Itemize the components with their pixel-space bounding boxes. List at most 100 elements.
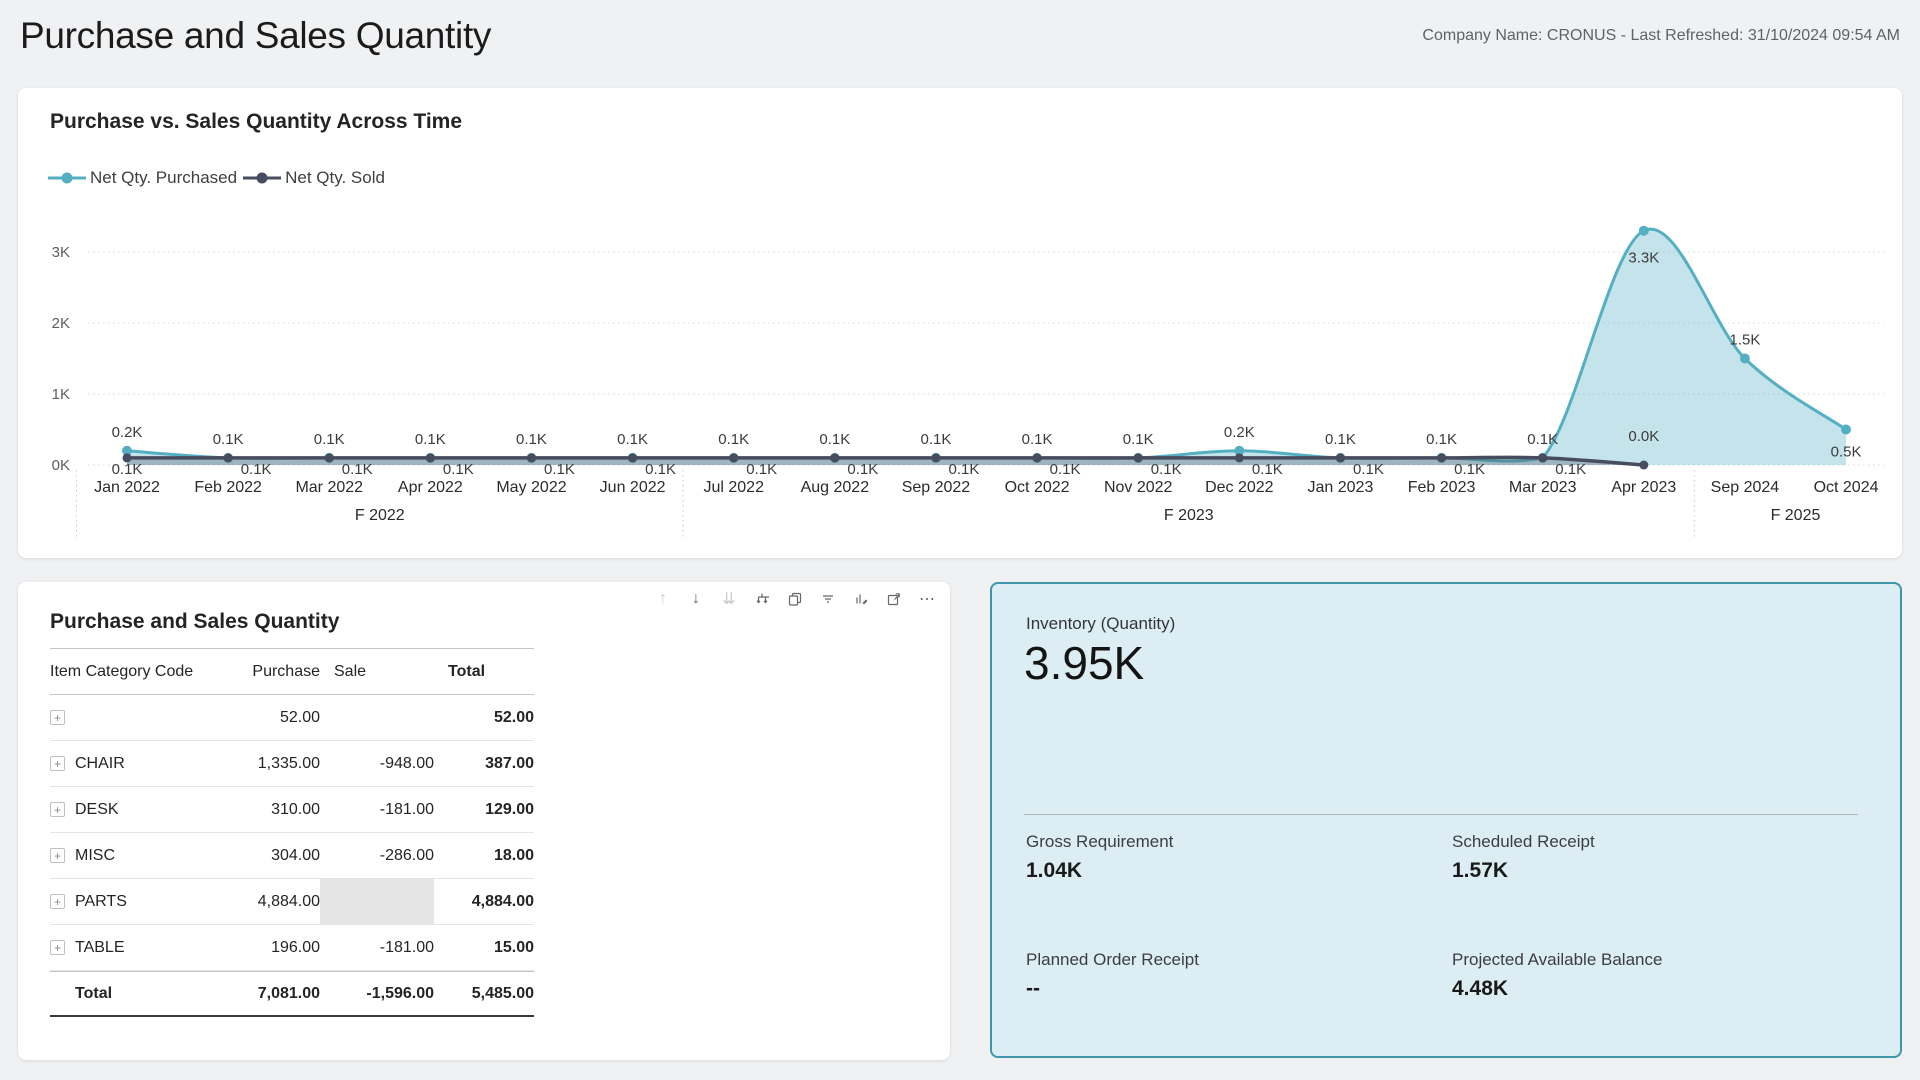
total-cell: 129.00 [434,787,534,832]
purchased-data-label: 1.5K [1729,332,1760,349]
category-name: PARTS [75,893,127,911]
sold-data-label: 0.1K [949,461,980,478]
expand-row-button[interactable]: + [50,940,65,955]
inventory-kpi-card: Inventory (Quantity) 3.95K Gross Require… [990,582,1902,1058]
category-cell: + [50,695,226,740]
x-axis-label: Apr 2022 [398,479,463,496]
matrix-title: Purchase and Sales Quantity [50,610,339,634]
net-qty-sold-marker[interactable] [1538,453,1547,462]
x-axis-label: Jan 2022 [94,479,160,496]
purchased-data-label: 0.2K [1224,424,1255,441]
personalize-icon[interactable] [852,590,870,608]
net-qty-purchased-marker[interactable] [1740,354,1750,364]
sold-data-label: 0.1K [443,461,474,478]
purchased-data-label: 0.1K [921,431,952,448]
x-axis-label: Oct 2024 [1814,479,1879,496]
net-qty-purchased-marker[interactable] [1639,226,1649,236]
total-cell: 15.00 [434,925,534,970]
sale-cell: -181.00 [320,925,434,970]
net-qty-sold-marker[interactable] [527,453,536,462]
x-axis-label: Feb 2022 [194,479,262,496]
net-qty-sold-marker[interactable] [224,453,233,462]
expand-row-button[interactable]: + [50,894,65,909]
table-row-blank[interactable]: +52.0052.00 [50,695,534,741]
table-row-desk[interactable]: +DESK310.00-181.00129.00 [50,787,534,833]
filter-icon[interactable] [819,590,837,608]
net-qty-sold-marker[interactable] [729,453,738,462]
x-axis-label: Nov 2022 [1104,479,1173,496]
x-axis-label: Sep 2024 [1711,479,1780,496]
focus-mode-icon[interactable] [885,590,903,608]
drill-up-icon[interactable]: ↑ [654,590,672,608]
sale-cell: -181.00 [320,787,434,832]
y-axis-label-0K: 0K [52,457,70,474]
inventory-quantity-value: 3.95K [1024,636,1144,690]
net-qty-sold-marker[interactable] [931,453,940,462]
table-row-chair[interactable]: +CHAIR1,335.00-948.00387.00 [50,741,534,787]
category-name: CHAIR [75,755,125,773]
gross-requirement-label: Gross Requirement [1026,832,1406,852]
matrix-card: ↑ ↓ ⇊ ⋯ Purchase and Sales Quantity Item Ca… [18,582,950,1060]
table-header-row: Item Category Code Purchase Sale Total [50,648,534,695]
net-qty-sold-marker[interactable] [628,453,637,462]
planned-order-receipt-label: Planned Order Receipt [1026,950,1406,970]
more-options-icon[interactable]: ⋯ [918,590,936,608]
net-qty-sold-marker[interactable] [830,453,839,462]
expand-row-button[interactable]: + [50,710,65,725]
sold-data-label: 0.0K [1628,428,1659,445]
projected-available-balance-label: Projected Available Balance [1452,950,1832,970]
net-qty-purchased-marker[interactable] [1841,425,1851,435]
sold-data-label: 0.1K [1555,461,1586,478]
column-header-total[interactable]: Total [434,649,534,694]
net-qty-sold-marker[interactable] [1134,453,1143,462]
purchased-data-label: 0.1K [1022,431,1053,448]
purchased-data-label: 0.1K [819,431,850,448]
y-axis-label-1K: 1K [52,386,70,403]
total-row-label: Total [50,972,226,1015]
copy-icon[interactable] [786,590,804,608]
planned-order-receipt-value: -- [1026,977,1406,1001]
total-cell: 387.00 [434,741,534,786]
category-name: TABLE [75,939,125,957]
table-row-parts[interactable]: +PARTS4,884.004,884.00 [50,879,534,925]
net-qty-sold-marker[interactable] [1437,453,1446,462]
table-row-misc[interactable]: +MISC304.00-286.0018.00 [50,833,534,879]
category-cell: + CHAIR [50,741,226,786]
net-qty-sold-marker[interactable] [1639,461,1648,470]
net-qty-sold-marker[interactable] [325,453,334,462]
column-header-item-category-code[interactable]: Item Category Code [50,649,226,694]
x-axis-label: Jun 2022 [600,479,666,496]
kpi-divider [1024,814,1858,815]
page-header: Purchase and Sales Quantity Company Name… [20,0,1900,72]
column-header-sale[interactable]: Sale [320,649,434,694]
expand-row-button[interactable]: + [50,848,65,863]
expand-row-button[interactable]: + [50,802,65,817]
purchased-data-label: 0.1K [1325,431,1356,448]
fiscal-year-label: F 2022 [355,507,405,524]
category-name: MISC [75,847,115,865]
sold-data-label: 0.1K [1151,461,1182,478]
expand-all-icon[interactable] [753,590,771,608]
total-purchase-value: 7,081.00 [226,972,320,1015]
net-qty-sold-marker[interactable] [426,453,435,462]
purchased-data-label: 0.1K [1426,431,1457,448]
x-axis-label: Dec 2022 [1205,479,1274,496]
x-axis-label: Apr 2023 [1611,479,1676,496]
sold-data-label: 0.1K [847,461,878,478]
gross-requirement-metric: Gross Requirement 1.04K [1026,832,1406,883]
net-qty-sold-marker[interactable] [1336,453,1345,462]
table-total-row[interactable]: Total 7,081.00 -1,596.00 5,485.00 [50,971,534,1017]
expand-row-button[interactable]: + [50,756,65,771]
x-axis-label: Jul 2022 [703,479,764,496]
net-qty-sold-marker[interactable] [1235,453,1244,462]
table-row-table[interactable]: +TABLE196.00-181.0015.00 [50,925,534,971]
purchase-cell: 1,335.00 [226,741,320,786]
sold-data-label: 0.1K [544,461,575,478]
purchase-cell: 4,884.00 [226,879,320,924]
net-qty-sold-marker[interactable] [1033,453,1042,462]
column-header-purchase[interactable]: Purchase [226,649,320,694]
go-to-next-level-icon[interactable]: ⇊ [720,590,738,608]
x-axis-label: Jan 2023 [1308,479,1374,496]
drill-down-icon[interactable]: ↓ [687,590,705,608]
sold-data-label: 0.1K [241,461,272,478]
